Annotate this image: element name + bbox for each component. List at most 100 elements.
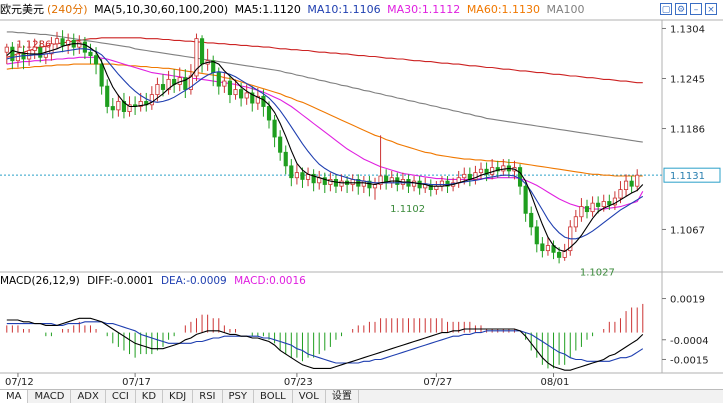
candle-body: [255, 95, 260, 104]
candle-body: [239, 89, 244, 99]
candle-body: [199, 38, 205, 65]
tab-vol[interactable]: VOL: [293, 390, 326, 403]
period-label[interactable]: (240分): [47, 3, 88, 16]
candle-body: [623, 180, 629, 190]
x-tick-label: 08/01: [541, 377, 570, 388]
candle-body: [289, 165, 294, 179]
candle-body: [529, 212, 534, 228]
candle-body: [300, 172, 305, 180]
candle-body: [311, 173, 316, 184]
candle-body: [93, 55, 99, 65]
candle-body: [596, 202, 601, 207]
symbol-title: 欧元美元: [0, 3, 44, 16]
macd-dea-value: DEA:-0.0009: [160, 275, 227, 287]
candle-body: [166, 78, 171, 90]
candle-body: [557, 251, 562, 258]
tab-adx[interactable]: ADX: [71, 390, 106, 403]
candle-body: [15, 53, 21, 62]
candle-body: [635, 174, 640, 187]
tab-kd[interactable]: KD: [136, 390, 164, 403]
candle-body: [473, 172, 478, 180]
price-annotation: 1.1286: [16, 40, 51, 51]
copy-icon[interactable]: ▢: [660, 3, 672, 15]
settings-icon[interactable]: ⚙: [675, 3, 687, 15]
tab-boll[interactable]: BOLL: [254, 390, 293, 403]
candle-body: [244, 92, 249, 99]
tab-rsi[interactable]: RSI: [193, 390, 223, 403]
candle-body: [21, 53, 26, 60]
price-annotation: 1.1102: [390, 204, 425, 215]
price-y-tick-label: 1.1067: [670, 225, 705, 236]
candle-body: [266, 106, 272, 121]
candle-body: [629, 180, 634, 187]
ma200-line: [6, 37, 643, 84]
candle-body: [27, 50, 32, 60]
tab-psy[interactable]: PSY: [223, 390, 255, 403]
candle-body: [562, 250, 567, 258]
candle-body: [540, 243, 545, 252]
macd-macd-value: MACD:0.0016: [234, 275, 306, 287]
candle-body: [328, 179, 333, 185]
ma60-line: [6, 63, 643, 177]
tab-macd[interactable]: MACD: [28, 390, 72, 403]
candle-body: [222, 80, 227, 87]
candle-body: [38, 46, 43, 58]
candle-body: [60, 38, 65, 46]
candle-body: [618, 189, 623, 199]
candle-body: [121, 101, 127, 112]
minimize-icon[interactable]: –: [690, 3, 702, 15]
candle-body: [82, 41, 87, 53]
x-tick-label: 07/27: [423, 377, 452, 388]
candle-body: [88, 51, 93, 57]
window-controls: ▢ ⚙ – ×: [660, 3, 717, 15]
candle-body: [590, 202, 595, 213]
tab-settings[interactable]: 设置: [326, 390, 359, 403]
candle-body: [116, 101, 121, 111]
current-price-label: 1.1131: [670, 171, 705, 182]
chart-header: 欧元美元 (240分) MA(5,10,30,60,100,200) MA5:1.…: [0, 0, 723, 20]
candle-body: [523, 185, 528, 214]
x-tick-label: 07/12: [5, 377, 34, 388]
ma5-line: [6, 43, 644, 253]
candle-body: [501, 165, 506, 172]
candle-body: [333, 179, 339, 187]
candle-body: [517, 167, 523, 187]
candle-body: [66, 39, 71, 46]
candle-body: [378, 175, 383, 185]
candle-body: [227, 80, 233, 96]
candle-body: [194, 38, 199, 77]
tab-kdj[interactable]: KDJ: [163, 390, 194, 403]
price-y-tick-label: 1.1186: [670, 125, 705, 136]
candle-body: [160, 84, 166, 90]
ma100-line: [6, 31, 643, 143]
candle-body: [339, 180, 344, 187]
candle-body: [361, 180, 366, 187]
candle-body: [478, 168, 484, 174]
macd-y-tick-label: -0.0004: [670, 336, 709, 347]
candle-body: [155, 84, 160, 96]
ma30-line: [6, 56, 644, 210]
macd-diff-line: [6, 317, 644, 371]
price-annotation: 1.1027: [580, 267, 615, 278]
ma30-value: MA30:1.1112: [387, 3, 461, 16]
candle-body: [32, 46, 37, 51]
candle-body: [612, 197, 617, 206]
macd-y-tick-label: -0.0015: [670, 355, 709, 366]
candle-body: [283, 151, 288, 167]
ma100-value: MA100: [546, 3, 585, 16]
macd-label: MACD(26,12,9): [0, 275, 80, 287]
candle-body: [445, 180, 450, 187]
tab-ma[interactable]: MA: [0, 390, 29, 403]
candle-body: [601, 201, 606, 207]
candle-body: [573, 216, 578, 228]
candle-body: [77, 41, 82, 48]
tab-cci[interactable]: CCI: [106, 390, 136, 403]
macd-header: MACD(26,12,9) DIFF:-0.0001 DEA:-0.0009 M…: [0, 274, 310, 288]
candle-body: [105, 85, 110, 107]
close-icon[interactable]: ×: [705, 3, 717, 15]
candle-body: [389, 177, 394, 184]
ma10-line: [6, 48, 644, 240]
macd-y-tick-label: 0.0019: [670, 295, 705, 306]
ma-spec[interactable]: MA(5,10,30,60,100,200): [94, 3, 229, 16]
